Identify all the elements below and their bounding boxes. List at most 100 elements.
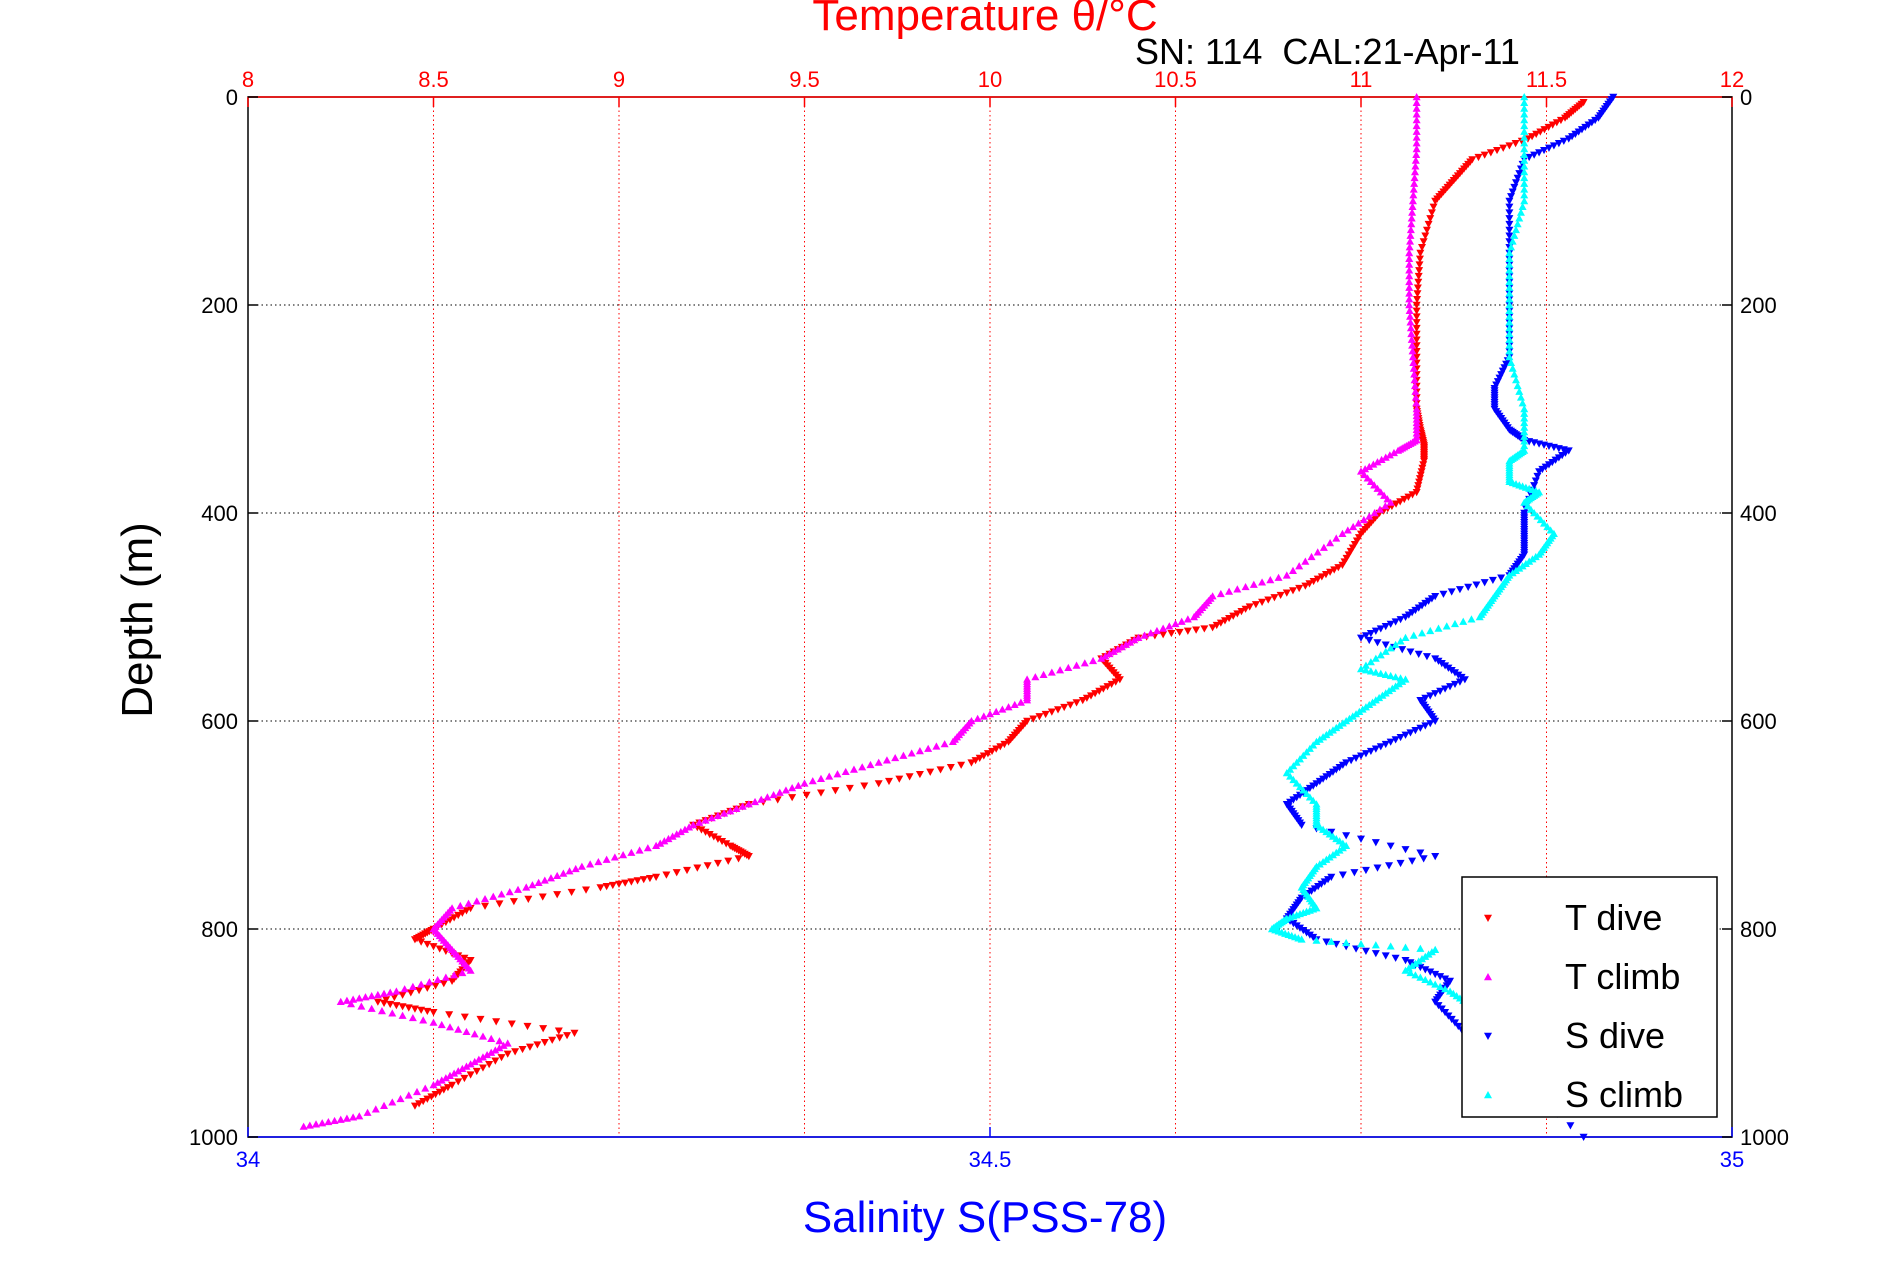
data-point-trace: [1520, 133, 1529, 141]
data-point-trace: [1324, 876, 1333, 884]
data-point-trace: [425, 978, 434, 986]
data-point-trace: [986, 710, 994, 718]
data-point-trace: [1366, 477, 1375, 485]
data-point-trace: [705, 831, 714, 839]
data-point: [1115, 676, 1124, 684]
data-point-trace: [487, 1048, 496, 1056]
data-point-trace: [555, 1034, 564, 1042]
salinity-axis: 34 34.5 35: [236, 1127, 1744, 1172]
data-point-trace: [1505, 142, 1514, 150]
data-point-trace: [860, 782, 869, 790]
data-point-trace: [1518, 202, 1527, 210]
data-point-trace: [1140, 631, 1149, 639]
data-point-trace: [1366, 629, 1375, 638]
data-point-trace: [466, 1071, 475, 1079]
data-point-trace: [1520, 441, 1529, 450]
data-point-trace: [1371, 627, 1380, 635]
data-point-trace: [1436, 982, 1445, 990]
data-point-trace: [433, 975, 442, 984]
data-point-trace: [312, 1120, 321, 1128]
data-point-trace: [472, 897, 481, 905]
data-point: [1431, 197, 1440, 205]
data-point-trace: [1429, 203, 1438, 211]
data-point-trace: [1274, 573, 1283, 581]
data-point: [1401, 966, 1410, 974]
data-point-trace: [1282, 589, 1291, 597]
data-point-trace: [1295, 791, 1304, 799]
data-point-trace: [1520, 156, 1529, 164]
data-point-trace: [1225, 614, 1234, 623]
data-point-trace: [1505, 341, 1514, 349]
data-point-trace: [1408, 347, 1417, 355]
data-point-trace: [373, 990, 382, 999]
data-point-trace: [1401, 731, 1410, 739]
data-point-trace: [1488, 576, 1497, 585]
depth-axis-left: 0 200 400 600 800 1000: [189, 85, 258, 1150]
data-point-trace: [662, 871, 671, 879]
temperature-tick-label: 10: [978, 67, 1002, 92]
data-point: [1405, 301, 1414, 309]
data-point-trace: [1408, 857, 1417, 865]
data-point-trace: [885, 777, 894, 786]
data-point-trace: [450, 1069, 459, 1077]
data-point-trace: [1411, 162, 1420, 170]
data-point-trace: [1103, 683, 1112, 691]
serial-calibration-annotation: SN: 114 CAL:21-Apr-11: [1135, 31, 1520, 72]
data-point-trace: [1412, 116, 1421, 124]
data-point-trace: [415, 1100, 424, 1108]
data-point-trace: [1405, 283, 1414, 291]
data-point-trace: [491, 1057, 500, 1065]
data-point: [1505, 197, 1514, 205]
data-point-trace: [979, 752, 988, 760]
data-point-trace: [1391, 618, 1400, 626]
series-s-dive: [1282, 93, 1618, 1141]
data-point-trace: [1505, 312, 1514, 320]
data-point-trace: [1389, 448, 1398, 457]
data-point-trace: [1474, 153, 1483, 162]
data-point-trace: [1381, 647, 1390, 655]
data-point-trace: [1520, 116, 1529, 124]
data-point-trace: [1568, 133, 1577, 141]
data-point-trace: [1305, 580, 1314, 588]
data-point-trace: [1507, 358, 1516, 366]
depth-tick-label-left: 200: [201, 293, 238, 318]
data-point-trace: [1544, 461, 1553, 469]
data-point-trace: [1505, 335, 1514, 343]
data-point-trace: [410, 1005, 419, 1013]
data-point-trace: [866, 760, 875, 769]
data-point-trace: [1516, 393, 1525, 401]
data-point-trace: [1309, 796, 1318, 804]
data-point-trace: [676, 827, 685, 836]
data-point-trace: [1554, 454, 1563, 462]
data-point-trace: [1309, 782, 1318, 790]
data-point-trace: [1516, 208, 1525, 216]
data-point-trace: [1520, 98, 1529, 106]
data-point-trace: [1418, 602, 1427, 610]
data-point-trace: [450, 971, 459, 979]
data-point-trace: [738, 802, 747, 810]
data-point-trace: [1159, 624, 1168, 632]
data-point-trace: [1289, 775, 1298, 784]
data-point-trace: [1354, 519, 1363, 527]
data-point-trace: [1505, 324, 1514, 332]
data-point-trace: [1414, 272, 1423, 281]
data-point-trace: [1505, 220, 1514, 229]
data-point-trace: [680, 825, 689, 833]
data-point: [1416, 249, 1425, 257]
data-point: [1520, 93, 1529, 101]
data-point-trace: [1520, 110, 1529, 118]
data-point-trace: [1581, 123, 1590, 132]
data-point-trace: [1412, 127, 1421, 135]
data-point-trace: [1543, 522, 1552, 531]
data-point-trace: [1396, 733, 1405, 742]
data-point: [1004, 738, 1013, 746]
data-point-trace: [1370, 481, 1379, 489]
data-point-trace: [594, 857, 603, 866]
data-point-trace: [998, 705, 1007, 713]
data-point-trace: [1515, 170, 1524, 178]
data-point-trace: [464, 899, 473, 907]
data-point-trace: [1520, 162, 1529, 170]
data-point-trace: [802, 791, 811, 799]
data-point-trace: [1400, 495, 1409, 504]
data-point-trace: [1416, 973, 1425, 981]
